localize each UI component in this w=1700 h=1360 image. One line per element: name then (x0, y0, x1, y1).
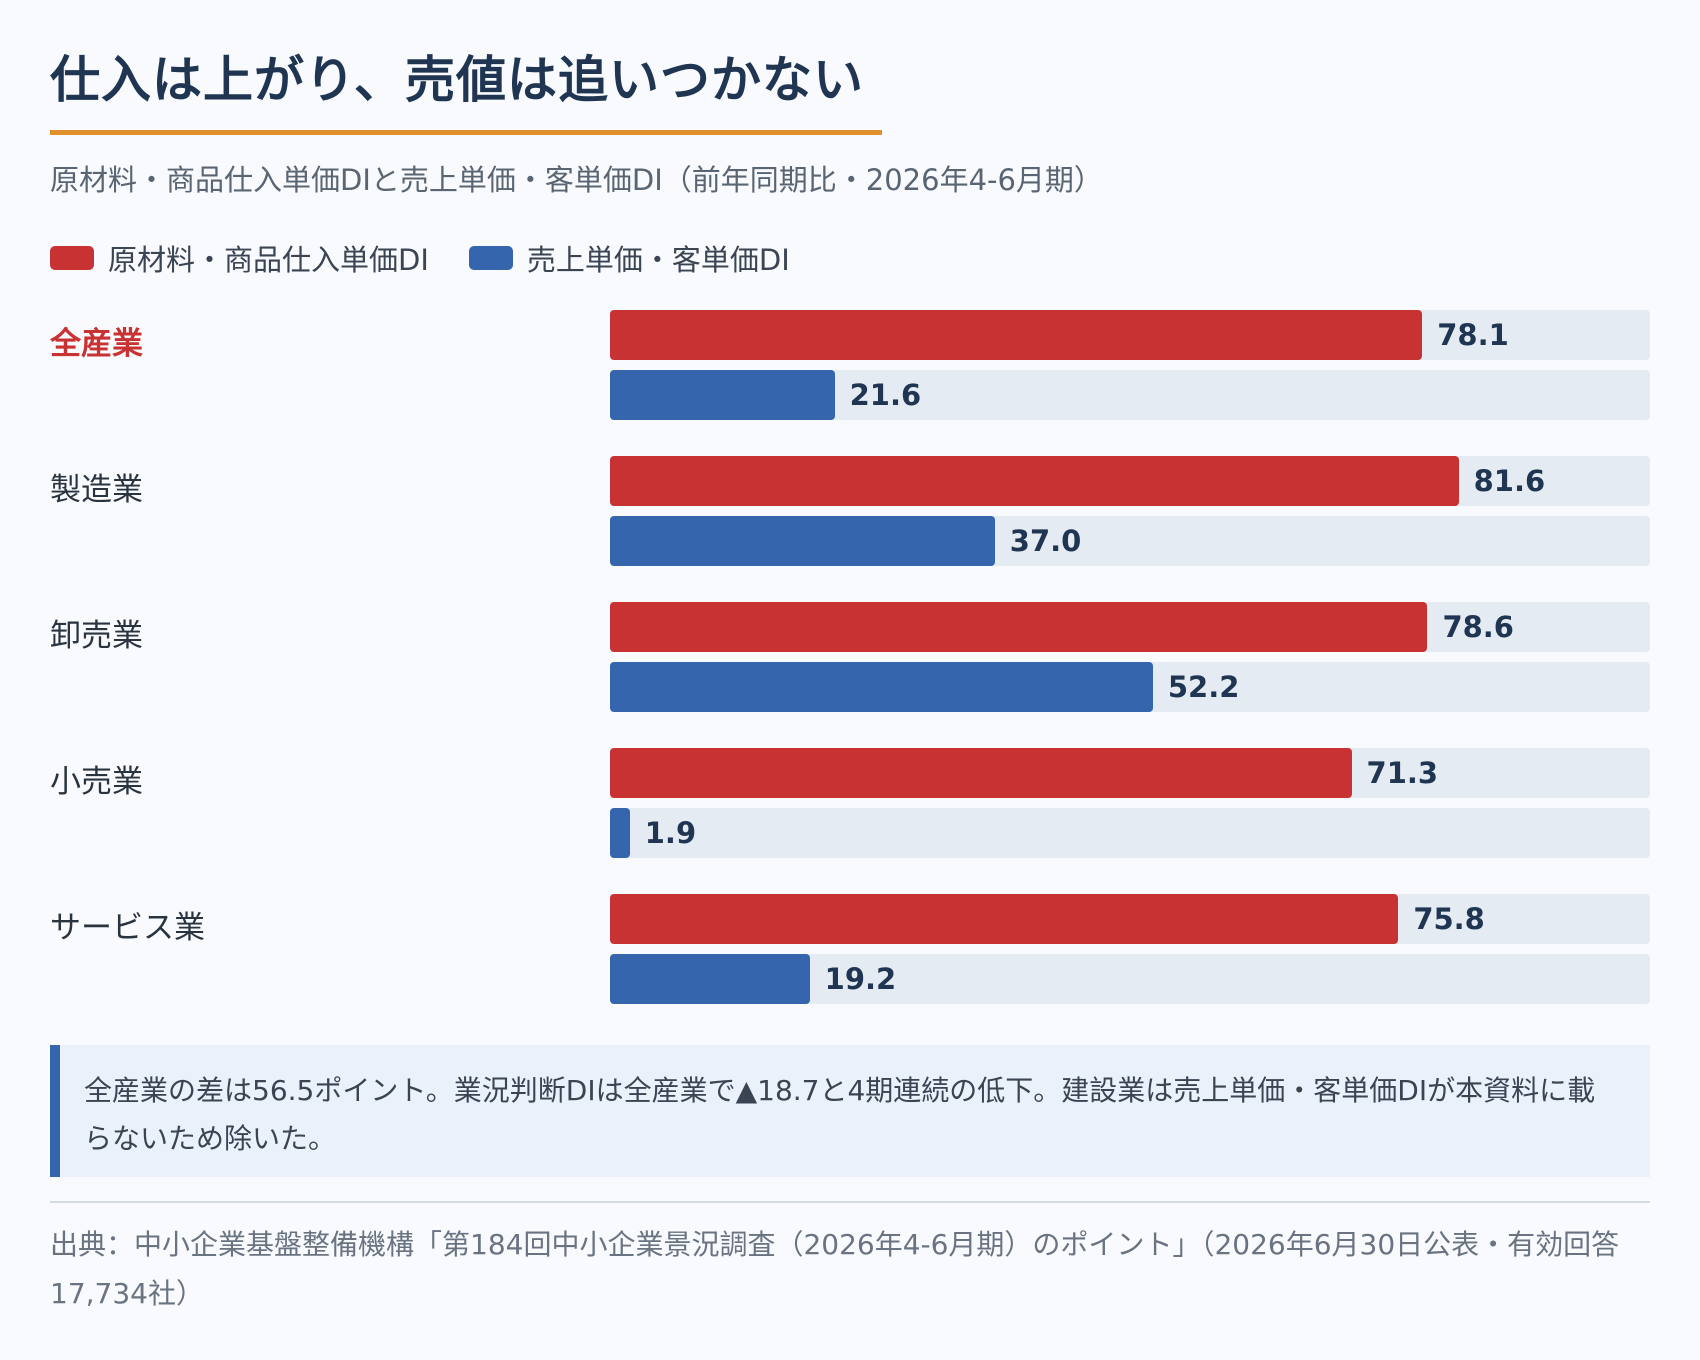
bar-manufacturing-purchase (610, 456, 1459, 506)
legend-swatch-purchase (50, 246, 94, 270)
divider (50, 1201, 1650, 1203)
category-label-services: サービス業 (50, 910, 205, 946)
category-label-retail: 小売業 (50, 764, 143, 800)
bar-wholesale-purchase (610, 602, 1428, 652)
category-label-manufacturing: 製造業 (50, 472, 143, 508)
bar-services-sales (610, 954, 810, 1004)
bar-track-retail-sales (610, 808, 1650, 858)
value-label-services-sales: 19.2 (824, 962, 897, 996)
value-label-retail-sales: 1.9 (644, 816, 697, 850)
legend-swatch-sales (468, 246, 513, 270)
note-box: 全産業の差は56.5ポイント。業況判断DIは全産業で▲18.7と4期連続の低下。… (50, 1045, 1650, 1177)
legend: 原材料・商品仕入単価DI 売上単価・客単価DI (50, 238, 830, 278)
bar-services-purchase (610, 894, 1399, 944)
bar-chart: 全産業 78.1 21.6 製造業 81.6 37.0 卸売業 78.6 52.2 小売業 71.3… (50, 310, 1650, 1004)
value-label-wholesale-purchase: 78.6 (1442, 610, 1514, 644)
category-label-all: 全産業 (50, 326, 143, 362)
bar-retail-purchase (610, 748, 1352, 798)
value-label-manufacturing-purchase: 81.6 (1473, 464, 1546, 498)
bar-wholesale-sales (610, 662, 1153, 712)
legend-label-sales: 売上単価・客単価DI (526, 243, 790, 277)
value-label-all-purchase: 78.1 (1437, 318, 1509, 352)
category-label-wholesale: 卸売業 (50, 618, 143, 654)
bar-retail-sales (610, 808, 630, 858)
value-label-all-sales: 21.6 (849, 378, 922, 412)
bar-manufacturing-sales (610, 516, 995, 566)
value-label-manufacturing-sales: 37.0 (1009, 524, 1082, 558)
bar-all-sales (610, 370, 835, 420)
legend-label-purchase: 原材料・商品仕入単価DI (108, 243, 429, 277)
chart-title: 仕入は上がり、売値は追いつかない (50, 51, 864, 109)
value-label-retail-purchase: 71.3 (1366, 756, 1439, 790)
legend-item-sales: 売上単価・客単価DI (468, 237, 790, 279)
source-text: 出典：中小企業基盤整備機構「第184回中小企業景況調査（2026年4-6月期）の… (50, 1228, 1620, 1310)
value-label-wholesale-sales: 52.2 (1167, 670, 1240, 704)
value-label-services-purchase: 75.8 (1413, 902, 1485, 936)
bar-all-purchase (610, 310, 1423, 360)
note-text: 全産業の差は56.5ポイント。業況判断DIは全産業で▲18.7と4期連続の低下。… (84, 1074, 1596, 1155)
legend-item-purchase: 原材料・商品仕入単価DI (50, 237, 429, 279)
title-underline (50, 130, 882, 135)
chart-subtitle: 原材料・商品仕入単価DIと売上単価・客単価DI（前年同期比・2026年4-6月期… (50, 163, 1103, 197)
